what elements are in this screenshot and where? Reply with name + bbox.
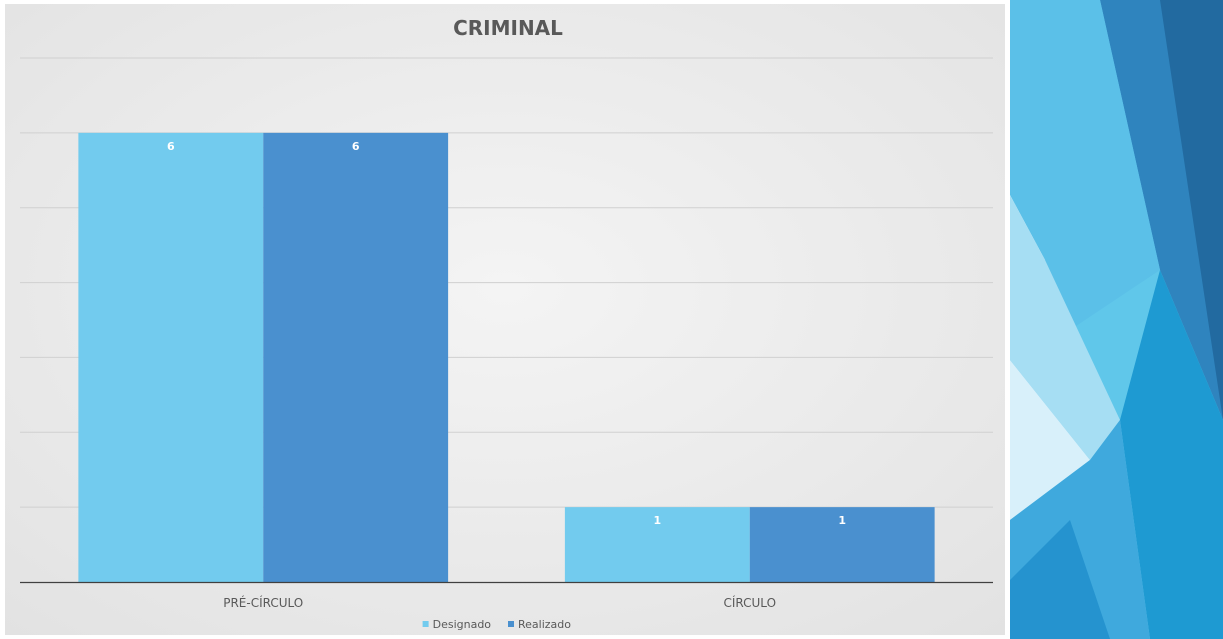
bar-chart: 6 6 1 1 PRÉ-CÍRCULO CÍRCULO CRIMINAL Designa… — [5, 4, 1005, 635]
legend[interactable]: Designado Realizado — [422, 618, 572, 631]
category-labels: PRÉ-CÍRCULO CÍRCULO — [223, 595, 776, 610]
legend-swatch — [508, 621, 514, 627]
chart-title: CRIMINAL — [453, 16, 563, 40]
legend-swatch — [422, 621, 429, 627]
legend-label: Realizado — [518, 618, 571, 631]
bar-designado-2 — [564, 507, 750, 582]
data-labels: 6 6 1 1 — [167, 140, 846, 527]
chart-area: 6 6 1 1 PRÉ-CÍRCULO CÍRCULO CRIMINAL Designa… — [5, 4, 1005, 635]
legend-item-designado[interactable]: Designado — [422, 618, 492, 631]
decor-facet — [1010, 520, 1110, 639]
decor-facet — [1010, 360, 1090, 520]
data-label: 6 — [167, 140, 175, 153]
legend-item-realizado[interactable]: Realizado — [508, 618, 571, 631]
decorative-panel — [1010, 0, 1223, 639]
legend-label: Designado — [433, 618, 492, 631]
decor-facet — [1010, 195, 1120, 460]
data-label: 1 — [838, 514, 846, 527]
category-label: CÍRCULO — [723, 595, 776, 610]
decor-facet — [1120, 270, 1223, 639]
data-label: 6 — [352, 140, 360, 153]
decor-facet — [1010, 0, 1160, 330]
bar-designado-1 — [78, 132, 264, 582]
bar-realizado-2 — [749, 507, 935, 582]
decorative-shapes — [1010, 0, 1223, 639]
data-label: 1 — [653, 514, 661, 527]
decor-facet — [1160, 0, 1223, 420]
category-label: PRÉ-CÍRCULO — [223, 595, 303, 610]
bars — [78, 132, 935, 582]
bar-realizado-1 — [263, 132, 449, 582]
